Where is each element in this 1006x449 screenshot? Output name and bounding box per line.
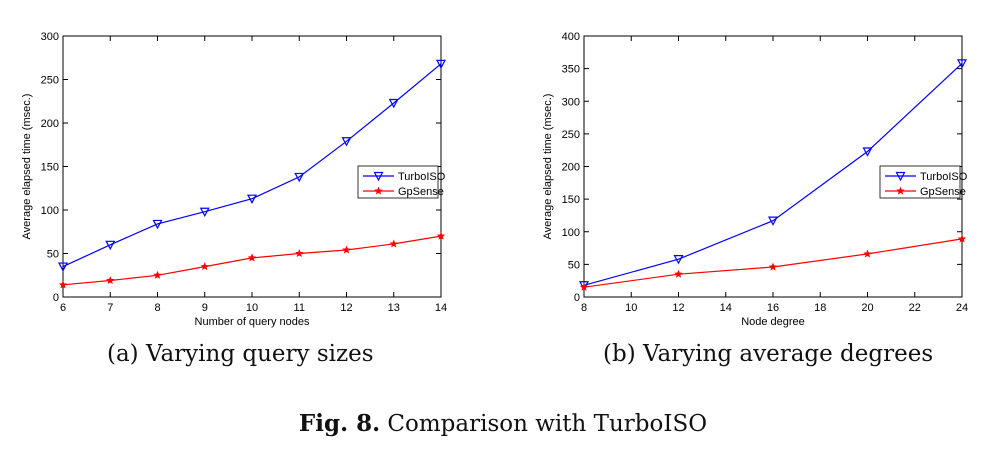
x-tick-label: 13 — [388, 302, 400, 314]
x-tick-label: 8 — [154, 302, 160, 314]
x-tick-label: 7 — [107, 302, 113, 314]
x-tick-label: 18 — [814, 302, 826, 314]
y-tick-label: 0 — [53, 292, 59, 304]
data-point-gpsense — [58, 280, 68, 289]
x-tick-label: 10 — [625, 302, 637, 314]
series-turboiso — [58, 59, 446, 272]
data-point-gpsense — [579, 282, 589, 291]
y-tick-label: 250 — [41, 75, 59, 87]
data-point-turboiso — [152, 219, 163, 230]
legend-marker — [895, 171, 906, 182]
data-point-gpsense — [436, 231, 446, 240]
y-axis-label: Average elapsed time (msec.) — [542, 94, 554, 240]
legend-marker — [373, 171, 384, 182]
x-tick-label: 20 — [861, 302, 873, 314]
y-tick-label: 300 — [562, 96, 580, 108]
y-tick-label: 0 — [574, 292, 580, 304]
series-line-turboiso — [583, 62, 963, 286]
data-point-gpsense — [247, 253, 257, 262]
y-tick-label: 100 — [41, 205, 59, 217]
data-point-turboiso — [957, 59, 967, 69]
data-point-gpsense — [342, 245, 351, 254]
data-point-turboiso — [768, 216, 778, 226]
legend-marker — [374, 186, 383, 195]
legend-entry-gpsense: GpSense — [920, 186, 966, 198]
series-gpsense — [58, 231, 446, 289]
x-axis-label: Number of query nodes — [195, 316, 310, 328]
subfigure-caption-b: (b) Varying average degrees — [603, 341, 934, 367]
data-point-gpsense — [768, 262, 778, 271]
data-point-turboiso — [673, 255, 684, 265]
legend-box — [879, 165, 961, 199]
x-tick-label: 12 — [340, 302, 352, 314]
legend: TurboISO GpSense — [357, 165, 446, 199]
data-point-turboiso — [105, 240, 116, 251]
x-tick-label: 8 — [581, 302, 587, 314]
data-point-turboiso — [294, 172, 305, 183]
y-tick-label: 150 — [562, 194, 580, 206]
series-line-turboiso — [62, 63, 442, 268]
legend-marker — [896, 186, 905, 195]
x-tick-label: 12 — [672, 302, 684, 314]
data-point-gpsense — [957, 234, 967, 243]
legend: TurboISO GpSense — [879, 165, 968, 199]
x-tick-label: 22 — [909, 302, 921, 314]
data-point-turboiso — [58, 262, 68, 272]
figure-text: Comparison with TurboISO — [387, 411, 708, 437]
chart-svg-b: 8 10 12 14 16 18 20 22 24 0 50 100 150 200 250 300 350 40… — [542, 31, 968, 328]
y-tick-label: 300 — [41, 31, 59, 43]
legend-entry-turboiso: TurboISO — [398, 171, 446, 183]
data-point-turboiso — [862, 147, 873, 157]
x-axis-label: Node degree — [741, 316, 805, 328]
chart-average-degrees: 8 10 12 14 16 18 20 22 24 0 50 100 150 200 250 300 350 40… — [530, 0, 1006, 340]
y-tick-label: 200 — [41, 118, 59, 130]
subfigure-caption-a: (a) Varying query sizes — [107, 341, 374, 367]
y-tick-label: 350 — [562, 64, 580, 76]
x-tick-label: 9 — [202, 302, 208, 314]
x-tick-label: 14 — [435, 302, 447, 314]
legend-entry-turboiso: TurboISO — [920, 171, 968, 183]
data-point-gpsense — [389, 239, 398, 248]
y-axis-label: Average elapsed time (msec.) — [21, 94, 33, 240]
data-point-turboiso — [388, 98, 399, 109]
series-gpsense — [579, 234, 967, 291]
series-turboiso — [579, 59, 967, 291]
x-tick-label: 24 — [956, 302, 968, 314]
data-point-turboiso — [436, 59, 446, 70]
data-point-gpsense — [863, 249, 872, 258]
y-tick-label: 200 — [562, 162, 580, 174]
y-tick-label: 50 — [47, 249, 59, 261]
x-tick-label: 10 — [246, 302, 258, 314]
legend-entry-gpsense: GpSense — [398, 186, 444, 198]
legend-box — [357, 165, 439, 199]
chart-query-sizes: 6 7 8 9 10 11 12 13 14 0 50 100 150 200 250 300 Number o… — [0, 0, 470, 340]
figure-label: Fig. 8. — [298, 410, 381, 437]
data-point-turboiso — [247, 194, 257, 204]
data-point-gpsense — [674, 269, 683, 278]
data-point-gpsense — [295, 249, 304, 258]
series-line-gpsense — [62, 235, 442, 286]
data-point-gpsense — [153, 270, 162, 279]
y-tick-label: 400 — [562, 31, 580, 43]
data-point-turboiso — [341, 137, 352, 147]
chart-svg-a: 6 7 8 9 10 11 12 13 14 0 50 100 150 200 250 300 Number o… — [21, 31, 447, 328]
x-tick-label: 14 — [720, 302, 732, 314]
data-point-turboiso — [199, 207, 210, 218]
data-point-gpsense — [106, 276, 115, 285]
y-tick-label: 250 — [562, 129, 580, 141]
y-tick-label: 150 — [41, 162, 59, 174]
x-tick-label: 11 — [294, 302, 305, 314]
y-tick-label: 50 — [568, 259, 580, 271]
x-tick-label: 6 — [60, 302, 66, 314]
y-tick-label: 100 — [562, 227, 580, 239]
data-point-gpsense — [200, 262, 209, 271]
data-point-turboiso — [579, 281, 589, 291]
figure-caption: Fig. 8. Comparison with TurboISO — [0, 410, 1006, 437]
x-tick-label: 16 — [767, 302, 779, 314]
